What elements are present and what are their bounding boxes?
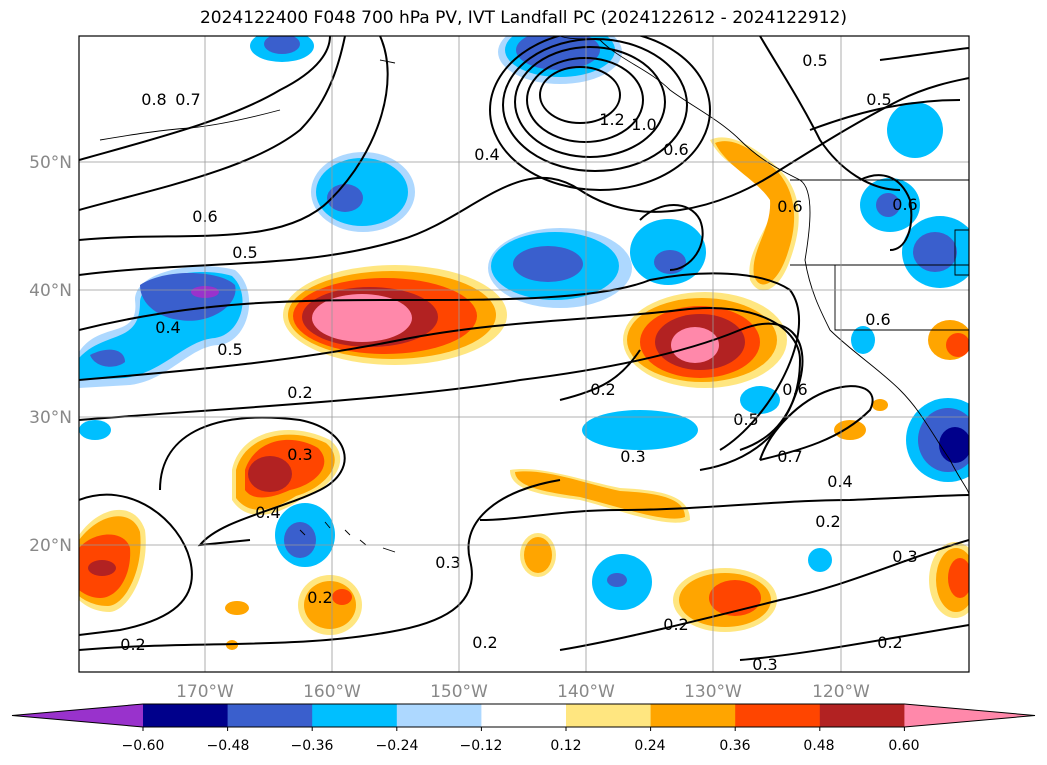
colorbar-bin (312, 704, 398, 727)
contour-label: 0.3 (435, 553, 460, 572)
contour-label: 0.6 (865, 310, 890, 329)
contour-label: 1.2 (599, 110, 624, 129)
contour-label: 0.5 (232, 243, 257, 262)
contour-label: 0.5 (802, 51, 827, 70)
longitude-labels: 170°W 160°W 150°W 140°W 130°W 120°W (176, 682, 870, 702)
contour-label: 0.2 (663, 615, 688, 634)
colorbar-bin (566, 704, 652, 727)
colorbar-tick: −0.24 (376, 738, 419, 754)
lat-label-20n: 20°N (29, 536, 72, 556)
colorbar-tick-labels: −0.60 −0.48 −0.36 −0.24 −0.12 0.12 0.24 … (122, 738, 920, 754)
colorbar-tick: −0.48 (207, 738, 250, 754)
pv-anomaly-positive-160w (283, 265, 507, 365)
plot-frame (78, 35, 970, 673)
lon-label-150w: 150°W (430, 682, 488, 702)
latitude-labels: 50°N 40°N 30°N 20°N (29, 153, 72, 556)
contour-label: 0.6 (782, 380, 807, 399)
pv-anomaly-negative-nw (250, 36, 314, 62)
contour-label: 0.3 (892, 547, 917, 566)
colorbar-tick: −0.60 (122, 738, 165, 754)
pv-anomaly-positive-west-edge (79, 509, 969, 618)
lon-label-170w: 170°W (176, 682, 234, 702)
colorbar-tick: 0.12 (550, 738, 581, 754)
contour-label-group: 0.8 0.7 0.6 0.5 0.4 0.5 0.4 1.2 1.0 0.6 … (120, 51, 917, 674)
lat-label-40n: 40°N (29, 281, 72, 301)
contour-label: 0.3 (752, 655, 777, 674)
map-title: 2024122400 F048 700 hPa PV, IVT Landfall… (199, 8, 847, 28)
contour-label: 0.5 (866, 90, 891, 109)
contour-label: 0.4 (155, 318, 180, 337)
lon-label-120w: 120°W (812, 682, 870, 702)
contour-label: 0.2 (287, 383, 312, 402)
contour-label: 0.2 (472, 633, 497, 652)
pv-anomaly-negative-west (79, 266, 250, 388)
contour-label: 0.5 (217, 340, 242, 359)
colorbar-bin (650, 704, 736, 727)
contour-label: 0.2 (815, 512, 840, 531)
lat-label-50n: 50°N (29, 153, 72, 173)
contour-label: 0.2 (877, 633, 902, 652)
contour-label: 0.2 (590, 380, 615, 399)
contour-label: 0.3 (287, 445, 312, 464)
contour-label: 0.5 (733, 410, 758, 429)
colorbar-extend-high (904, 704, 1035, 727)
gridlines (79, 36, 969, 672)
pv-anomaly-positive-130w (623, 292, 787, 388)
colorbar-bin (396, 704, 482, 727)
contour-label: 0.2 (307, 588, 332, 607)
lat-label-30n: 30°N (29, 408, 72, 428)
pv-anomaly-negative-155w (311, 152, 415, 232)
contour-label: 0.6 (892, 195, 917, 214)
colorbar-tick: 0.36 (719, 738, 750, 754)
colorbar-bin (143, 704, 229, 727)
contour-label: 0.7 (777, 447, 802, 466)
colorbar-extend-low (12, 704, 143, 727)
pv-shading (79, 36, 969, 650)
colorbar-tick: 0.60 (888, 738, 919, 754)
colorbar-bin (819, 704, 905, 727)
contour-label: 0.4 (827, 472, 852, 491)
colorbar-tick: −0.12 (460, 738, 503, 754)
colorbar-bin (481, 704, 567, 727)
pv-anomaly-negative-140w (488, 219, 706, 308)
contour-label: 0.7 (175, 90, 200, 109)
coastlines (99, 36, 969, 553)
contour-label: 1.0 (631, 115, 656, 134)
ivt-contours (79, 36, 969, 661)
lon-label-130w: 130°W (684, 682, 742, 702)
pv-anomaly-negative-east (860, 102, 969, 482)
lon-label-140w: 140°W (557, 682, 615, 702)
contour-label: 0.4 (474, 145, 499, 164)
colorbar-tick: −0.36 (291, 738, 334, 754)
lon-label-160w: 160°W (303, 682, 361, 702)
colorbar-tick: 0.48 (803, 738, 834, 754)
contour-label: 0.8 (141, 90, 166, 109)
colorbar-tick: 0.24 (634, 738, 665, 754)
contour-label: 0.2 (120, 635, 145, 654)
pv-anomaly-positive-165w (232, 430, 341, 515)
contour-label: 0.6 (663, 140, 688, 159)
contour-label: 0.3 (620, 447, 645, 466)
colorbar-bin (735, 704, 821, 727)
contour-label: 0.4 (255, 503, 280, 522)
colorbar-bin (227, 704, 313, 727)
colorbar (11, 703, 1036, 731)
contour-label: 0.6 (777, 197, 802, 216)
